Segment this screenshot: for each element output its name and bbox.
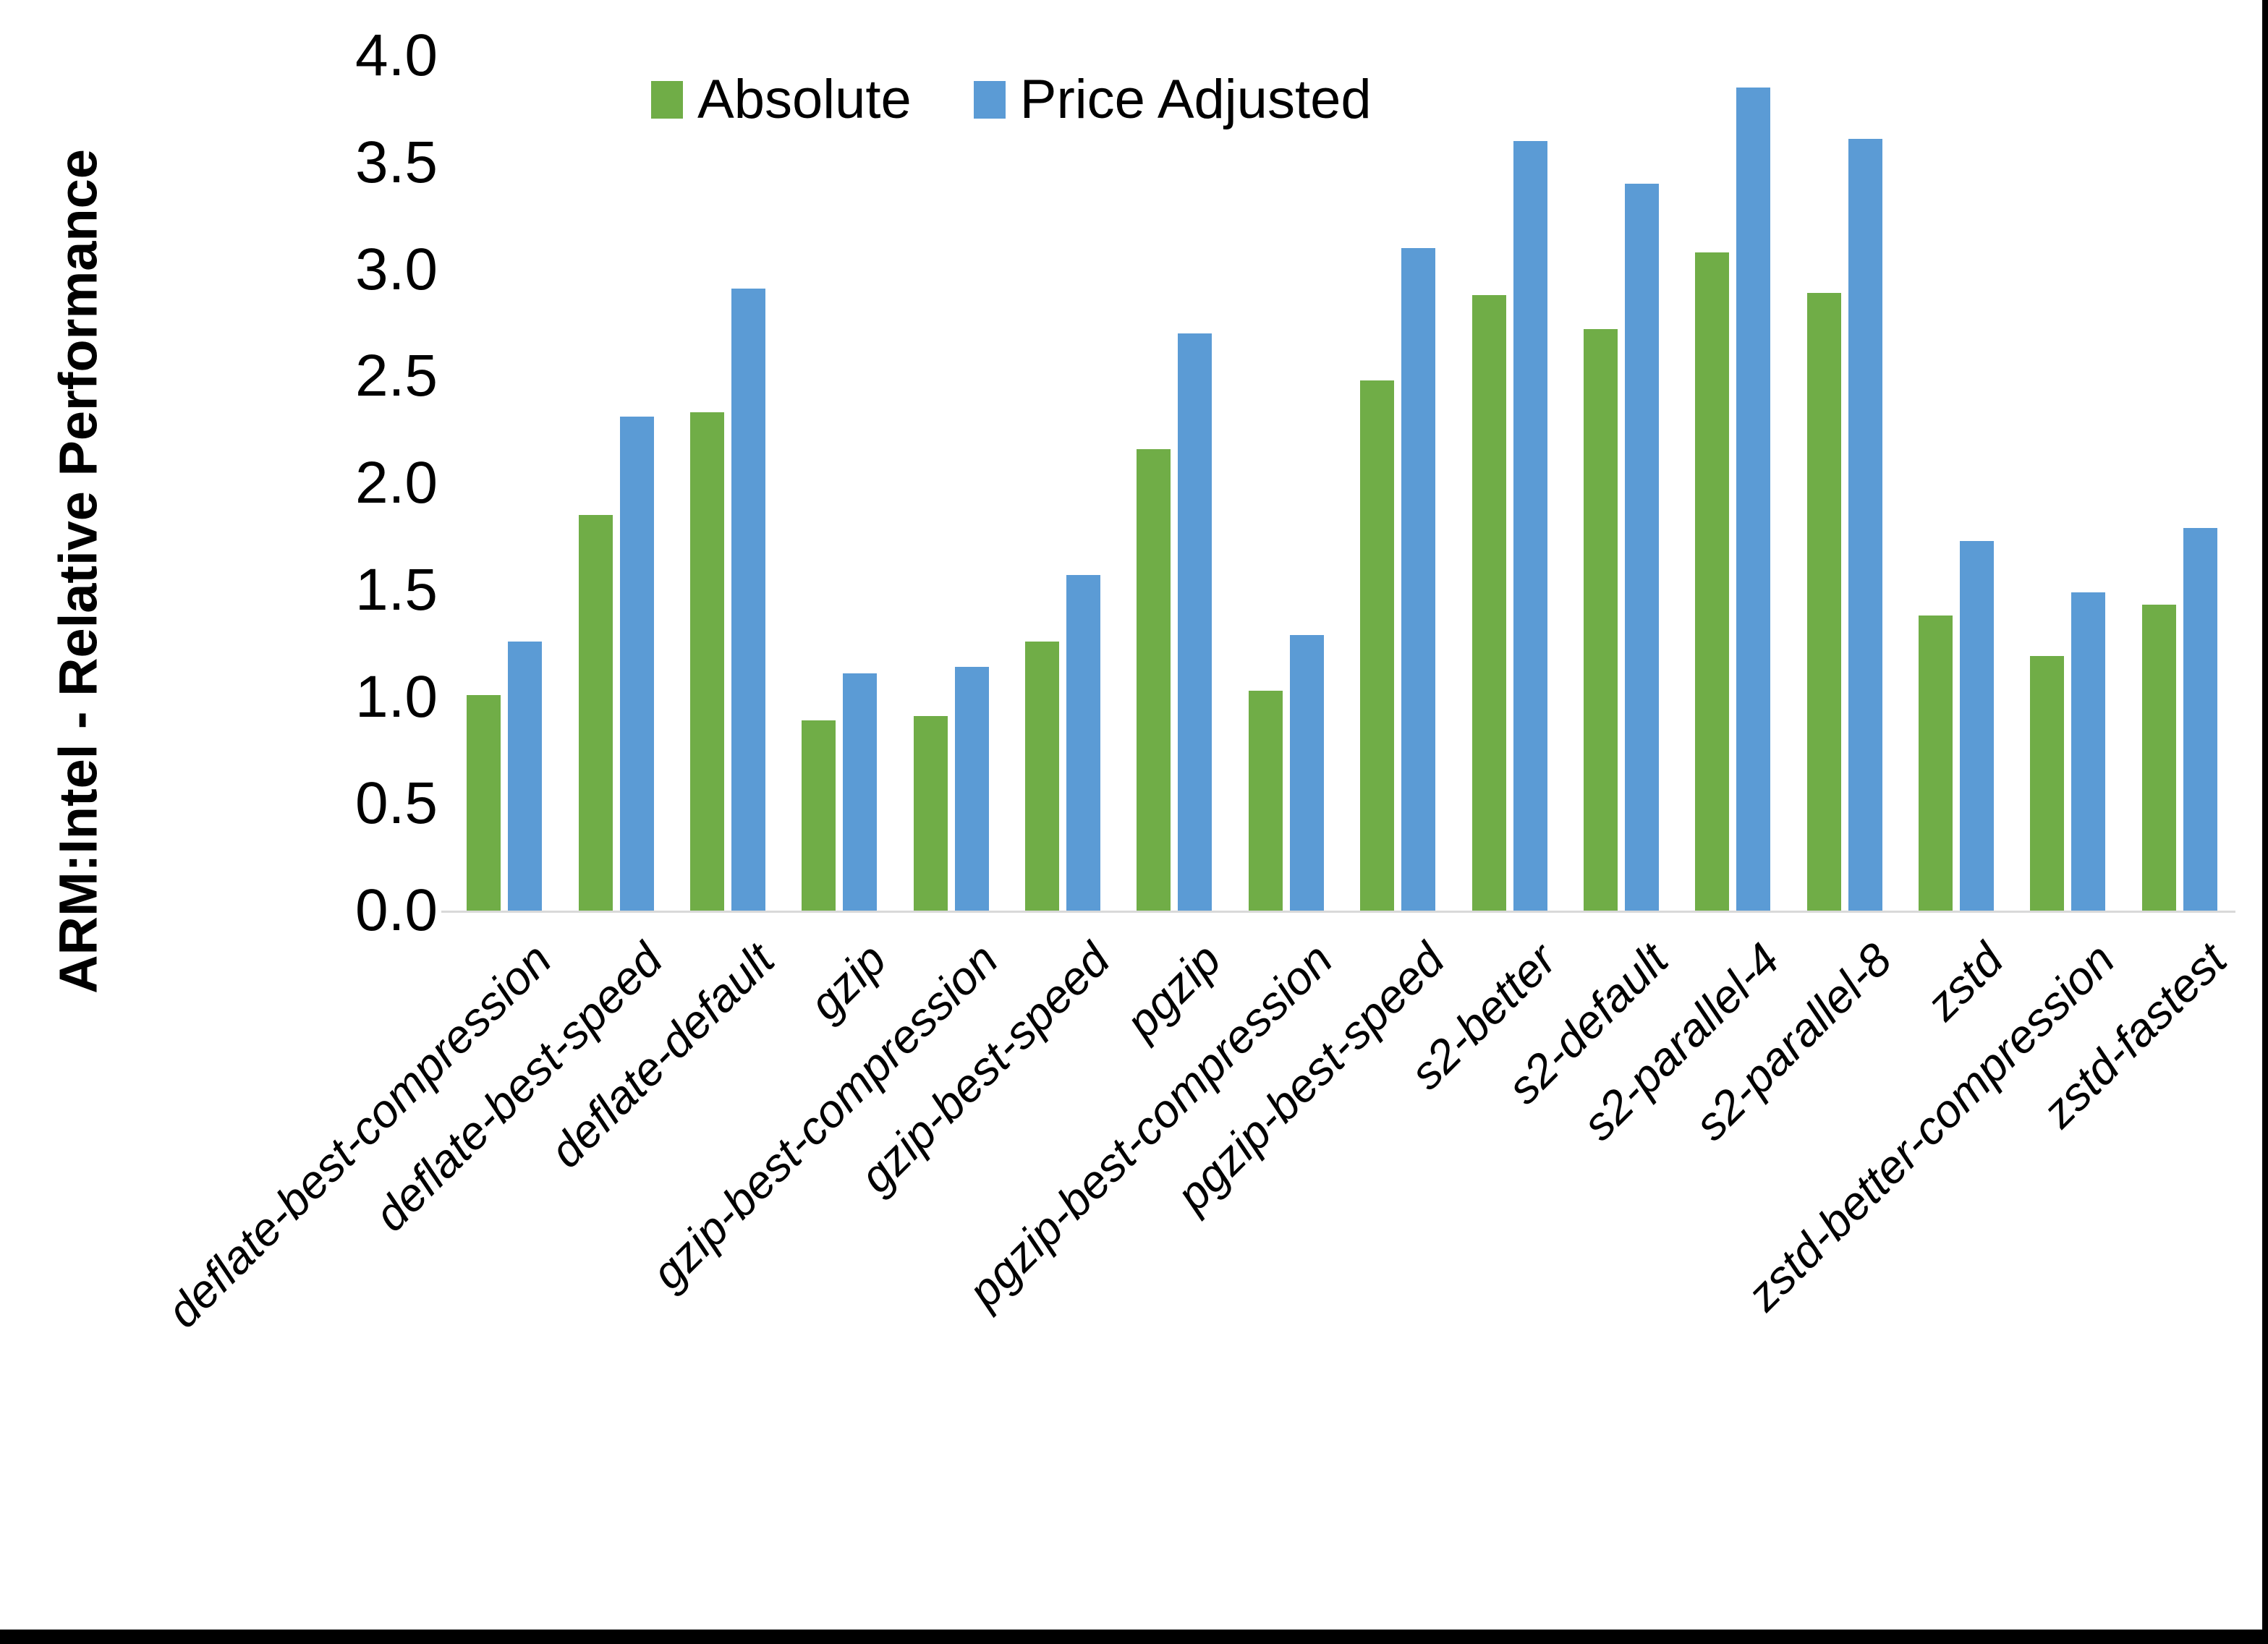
bar-absolute-pgzip-best-compression	[1248, 690, 1283, 911]
bar-absolute-gzip-best-speed	[1025, 641, 1060, 911]
y-axis-tick-label: 0.0	[355, 877, 438, 943]
right-border	[2262, 0, 2268, 1644]
bar-price-adjusted-deflate-best-speed	[619, 417, 654, 911]
x-axis-category-label-text: zstd	[1916, 933, 2013, 1031]
bar-absolute-pgzip-best-speed	[1360, 380, 1395, 911]
bar-price-adjusted-zstd-fastest	[2183, 528, 2217, 911]
x-axis-category-label-text: gzip	[799, 933, 896, 1031]
y-axis-tick-label: 2.5	[355, 343, 438, 409]
y-axis-tick-label: 3.0	[355, 236, 438, 302]
bar-price-adjusted-s2-default	[1624, 184, 1659, 911]
bar-absolute-s2-default	[1583, 329, 1618, 911]
bar-absolute-deflate-best-compression	[467, 694, 501, 911]
bar-price-adjusted-s2-parallel-4	[1736, 88, 1771, 911]
y-axis-tick-label: 4.0	[355, 22, 438, 88]
y-axis-tick-label: 0.5	[355, 770, 438, 837]
y-axis-tick-label: 2.0	[355, 450, 438, 516]
bar-price-adjusted-pgzip-best-compression	[1289, 634, 1324, 911]
bar-price-adjusted-deflate-default	[731, 289, 765, 911]
bar-price-adjusted-deflate-best-compression	[508, 641, 543, 911]
bar-absolute-s2-parallel-8	[1806, 293, 1841, 911]
legend-label: Price Adjusted	[1019, 69, 1372, 130]
bar-price-adjusted-gzip-best-compression	[954, 667, 989, 911]
bar-absolute-zstd-better-compression	[2030, 656, 2065, 911]
bar-absolute-deflate-default	[689, 412, 724, 911]
bar-price-adjusted-zstd-better-compression	[2071, 592, 2106, 911]
legend-item-price-adjusted: Price Adjusted	[973, 69, 1372, 130]
bottom-border	[0, 1630, 2268, 1644]
y-axis-tick-label: 3.5	[355, 129, 438, 195]
bar-price-adjusted-pgzip	[1178, 333, 1212, 911]
bar-price-adjusted-gzip-best-speed	[1066, 575, 1101, 911]
x-axis-line	[441, 911, 2235, 913]
legend-label: Absolute	[697, 69, 912, 130]
bar-absolute-s2-parallel-4	[1695, 252, 1730, 911]
bar-absolute-zstd	[1919, 616, 1953, 911]
y-axis-tick-label: 1.5	[355, 556, 438, 623]
legend: Absolute Price Adjusted	[651, 72, 1372, 127]
bar-price-adjusted-gzip	[843, 673, 878, 911]
legend-item-absolute: Absolute	[651, 72, 912, 127]
bar-absolute-s2-better	[1471, 294, 1506, 911]
bar-price-adjusted-zstd	[1960, 540, 1995, 911]
bar-price-adjusted-s2-parallel-8	[1848, 139, 1882, 911]
legend-swatch-icon	[973, 81, 1006, 119]
y-axis-title: ARM:Intel - Relative Performance	[48, 149, 109, 994]
bar-absolute-gzip-best-compression	[913, 716, 948, 911]
legend-swatch-icon	[651, 81, 683, 119]
y-axis-tick-label: 1.0	[355, 663, 438, 730]
bar-price-adjusted-s2-better	[1513, 141, 1547, 911]
bar-price-adjusted-pgzip-best-speed	[1401, 247, 1436, 911]
bar-absolute-deflate-best-speed	[578, 515, 613, 911]
bar-absolute-zstd-fastest	[2141, 605, 2176, 911]
bar-absolute-pgzip	[1137, 448, 1171, 911]
bar-absolute-gzip	[802, 720, 836, 911]
